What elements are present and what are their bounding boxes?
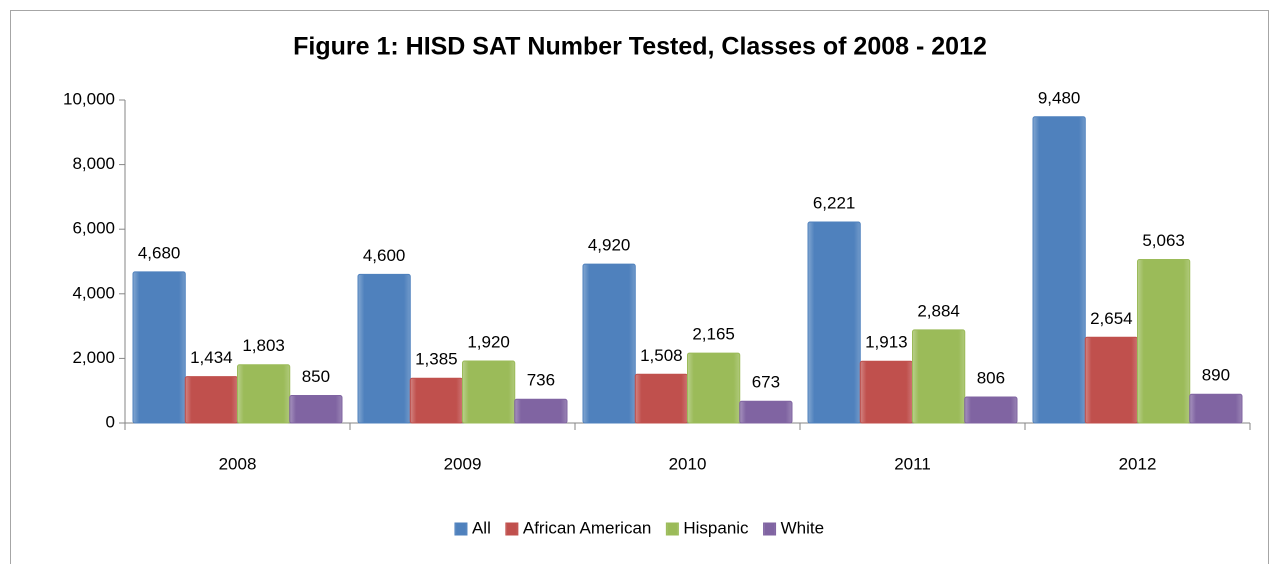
y-tick-label: 4,000 [72,283,115,302]
value-label: 736 [527,371,555,390]
value-label: 1,803 [242,336,285,355]
legend-swatch [665,522,679,536]
bar [634,373,688,424]
bar [912,329,966,424]
value-label: 1,920 [467,332,510,351]
value-label: 1,385 [415,350,458,369]
value-label: 4,920 [588,236,631,255]
value-label: 2,884 [917,301,960,320]
value-label: 806 [977,368,1005,387]
value-label: 890 [1202,366,1230,385]
legend-swatch [763,522,777,536]
bar [1032,116,1086,424]
bar [357,273,411,424]
bar [687,352,741,424]
bar [739,400,793,424]
bar [237,364,291,424]
bar [1137,258,1191,424]
value-label: 4,600 [363,246,406,265]
legend-label: African American [523,518,652,537]
bar [859,360,913,424]
bar [462,360,516,424]
bar [409,377,463,424]
value-label: 4,680 [138,243,181,262]
bar [1084,336,1138,424]
x-tick-label: 2010 [669,454,707,473]
x-tick-label: 2012 [1119,454,1157,473]
legend-label: White [781,518,824,537]
bar [1189,393,1243,424]
value-label: 673 [752,373,780,392]
y-tick-label: 6,000 [72,219,115,238]
value-label: 2,654 [1090,309,1133,328]
y-tick-label: 8,000 [72,154,115,173]
value-label: 850 [302,367,330,386]
bar [184,376,238,424]
y-tick-label: 10,000 [63,89,115,108]
value-label: 9,480 [1038,88,1081,107]
x-tick-label: 2009 [444,454,482,473]
bar [582,263,636,424]
legend-swatch [454,522,468,536]
bar [132,271,186,424]
value-label: 2,165 [692,325,735,344]
x-tick-label: 2011 [894,454,931,473]
bar [964,396,1018,424]
legend-label: All [472,518,491,537]
y-tick-label: 2,000 [72,348,115,367]
x-tick-label: 2008 [219,454,257,473]
value-label: 1,434 [190,348,233,367]
chart-title: Figure 1: HISD SAT Number Tested, Classe… [293,33,987,61]
value-label: 1,913 [865,333,908,352]
bar [289,395,343,424]
bar [514,398,568,424]
value-label: 1,508 [640,346,683,365]
legend-label: Hispanic [683,518,749,537]
value-label: 5,063 [1142,231,1185,250]
legend-swatch [505,522,519,536]
bar [807,221,861,424]
value-label: 6,221 [813,194,856,213]
y-tick-label: 0 [106,412,115,431]
legend: All African American Hispanic White [454,518,824,537]
